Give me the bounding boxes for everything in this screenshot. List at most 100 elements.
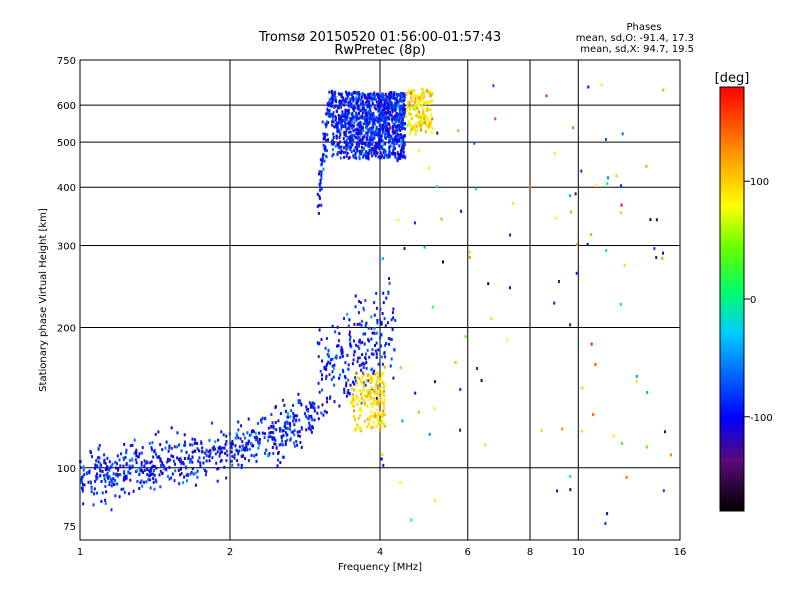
data-point [387, 102, 389, 106]
data-point [170, 454, 173, 458]
data-point [429, 94, 432, 98]
data-point [399, 97, 402, 101]
data-point [380, 155, 383, 159]
data-point [391, 108, 394, 112]
data-point [357, 144, 360, 148]
data-point [113, 483, 115, 486]
data-point [268, 431, 271, 435]
data-point [401, 119, 404, 123]
data-point [381, 117, 383, 121]
data-point [155, 480, 158, 484]
data-point [422, 110, 425, 114]
data-point [391, 110, 394, 114]
data-point [159, 485, 162, 489]
data-point [363, 134, 366, 138]
data-point [346, 136, 349, 140]
data-point [145, 480, 148, 484]
data-point [382, 412, 385, 416]
data-point [281, 439, 284, 443]
data-point [299, 399, 302, 403]
data-point [413, 125, 415, 129]
data-point [398, 115, 401, 118]
data-point [216, 479, 219, 483]
data-point [353, 339, 355, 343]
data-point [191, 437, 194, 441]
data-point [410, 112, 413, 116]
data-point [153, 465, 156, 468]
data-point [377, 348, 380, 352]
data-point [339, 120, 342, 124]
data-point [376, 392, 379, 396]
data-point [236, 449, 239, 453]
data-point [347, 126, 350, 130]
data-point [352, 96, 355, 100]
data-point [185, 479, 188, 483]
data-point [364, 383, 367, 387]
data-point [168, 465, 171, 469]
data-point [404, 93, 407, 97]
data-point [382, 409, 385, 413]
data-point [326, 400, 328, 404]
data-point [363, 116, 366, 120]
data-point [373, 327, 376, 331]
data-point [343, 124, 346, 128]
data-point [459, 387, 462, 391]
data-point [387, 153, 390, 157]
data-point [327, 360, 330, 364]
data-point [279, 461, 282, 465]
data-point [191, 467, 194, 471]
data-point [135, 454, 138, 458]
data-point [362, 155, 364, 159]
data-point [364, 122, 367, 126]
data-point [380, 457, 383, 461]
data-point [204, 469, 206, 473]
data-point [398, 93, 400, 97]
data-point [248, 433, 251, 437]
data-point [100, 480, 103, 483]
data-point [293, 423, 296, 427]
data-point [364, 112, 367, 116]
data-point [226, 453, 229, 457]
data-point [405, 108, 408, 112]
data-point [178, 443, 181, 447]
data-point [318, 390, 321, 394]
data-point [325, 374, 328, 378]
data-point [284, 440, 287, 444]
data-point [104, 484, 107, 488]
data-point [381, 147, 384, 151]
data-point [350, 113, 353, 117]
data-point [359, 121, 362, 124]
data-point [407, 120, 410, 124]
data-point [310, 414, 313, 418]
data-point [325, 139, 328, 142]
data-point [350, 102, 353, 106]
data-point [412, 91, 415, 95]
data-point [361, 92, 364, 96]
data-point [655, 256, 658, 259]
data-point [377, 419, 380, 423]
data-point [250, 433, 253, 436]
data-point [92, 503, 95, 507]
data-point [208, 459, 211, 463]
data-point [192, 472, 195, 476]
data-point [353, 382, 356, 386]
data-point [232, 442, 234, 446]
data-point [307, 426, 310, 430]
data-point [394, 127, 397, 131]
data-point [362, 332, 365, 336]
data-point [161, 461, 164, 465]
data-point [279, 427, 282, 431]
data-point [351, 362, 354, 366]
data-point [423, 119, 426, 122]
data-point [146, 473, 149, 477]
data-point [413, 97, 416, 100]
data-point [326, 109, 329, 113]
data-point [349, 345, 352, 349]
data-point [308, 423, 311, 427]
data-point [430, 120, 432, 124]
data-point [545, 94, 548, 98]
data-point [338, 150, 341, 154]
data-point [409, 117, 412, 121]
data-point [372, 120, 375, 124]
data-point [228, 432, 231, 436]
